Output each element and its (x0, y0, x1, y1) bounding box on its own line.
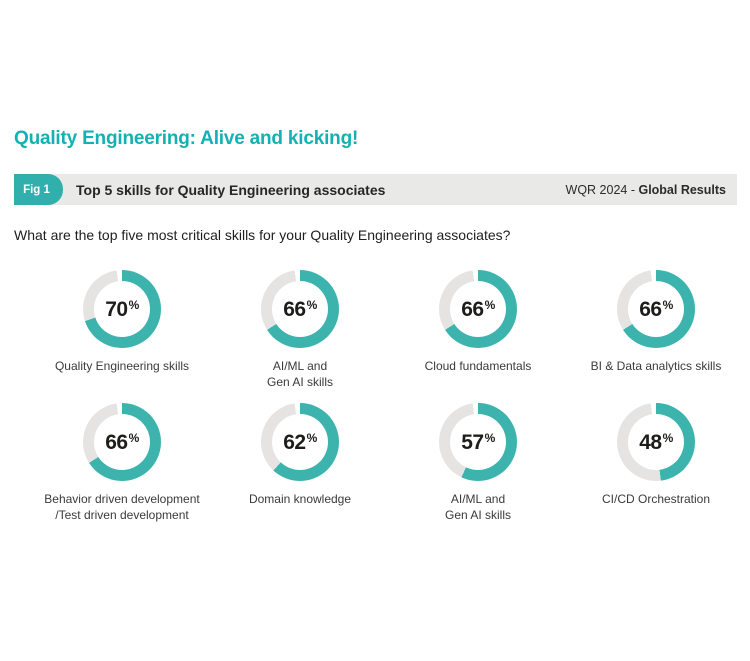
figure-header-bar: Fig 1 Top 5 skills for Quality Engineeri… (14, 174, 737, 205)
report-source-prefix: WQR 2024 - (565, 182, 639, 197)
donut-hole: 66% (272, 281, 328, 337)
donut-gauge: 62% (261, 403, 339, 482)
gauge-label: Domain knowledge (249, 492, 351, 508)
donut-gauge: 66% (261, 270, 339, 348)
gauge-value: 70% (105, 297, 140, 321)
donut-hole: 62% (272, 414, 328, 471)
report-source: WQR 2024 - Global Results (566, 183, 737, 197)
gauge-label-line: Cloud fundamentals (424, 359, 532, 373)
gauge-label-line: Domain knowledge (248, 492, 352, 507)
donut-gauge: 66% (439, 270, 517, 348)
gauge-label: Quality Engineering skills (55, 359, 189, 375)
gauge-grid: 70% Quality Engineering skills 66% AI/ML an… (33, 270, 745, 523)
figure-title: Top 5 skills for Quality Engineering ass… (76, 181, 386, 198)
percent-sign: % (484, 430, 496, 445)
gauge-label-line: AI/ML and (272, 359, 328, 373)
donut-gauge: 48% (617, 403, 695, 482)
report-source-scope: Global Results (638, 182, 726, 197)
gauge-cell: 66% Cloud fundamentals (389, 270, 567, 390)
gauge-value: 66% (283, 297, 318, 321)
donut-hole: 48% (628, 414, 684, 471)
donut-hole: 70% (94, 281, 150, 337)
gauge-cell: 57% AI/ML and Gen AI skills (389, 403, 567, 523)
gauge-value: 66% (105, 430, 140, 454)
gauge-label-line: BI & Data analytics skills (590, 359, 722, 373)
gauge-label-line: AI/ML and (450, 492, 506, 507)
gauge-label-line: /Test driven development (55, 507, 189, 522)
percent-sign: % (128, 297, 140, 312)
gauge-cell: 62% Domain knowledge (211, 403, 389, 523)
donut-hole: 66% (94, 414, 150, 471)
percent-sign: % (662, 297, 674, 312)
gauge-label: Behavior driven development/Test driven … (44, 492, 199, 523)
donut-hole: 66% (450, 281, 506, 337)
gauge-value: 48% (639, 430, 674, 454)
percent-sign: % (306, 430, 318, 445)
donut-gauge: 66% (617, 270, 695, 348)
gauge-cell: 66% Behavior driven development/Test driv… (33, 403, 211, 523)
gauge-value: 66% (639, 297, 674, 321)
survey-question: What are the top five most critical skil… (14, 227, 511, 243)
donut-gauge: 57% (439, 403, 517, 482)
percent-sign: % (306, 297, 318, 312)
donut-gauge: 70% (83, 270, 161, 348)
gauge-label-line: CI/CD Orchestration (601, 492, 711, 507)
donut-hole: 57% (450, 414, 506, 471)
percent-sign: % (484, 297, 496, 312)
gauge-label-line: Gen AI skills (266, 374, 334, 389)
donut-hole: 66% (628, 281, 684, 337)
gauge-cell: 48% CI/CD Orchestration (567, 403, 745, 523)
gauge-label-line: Behavior driven development (44, 492, 200, 507)
gauge-value: 57% (461, 430, 496, 454)
gauge-label-line: Quality Engineering skills (54, 359, 190, 373)
donut-gauge: 66% (83, 403, 161, 482)
gauge-cell: 66% AI/ML and Gen AI skills (211, 270, 389, 390)
gauge-label: BI & Data analytics skills (591, 359, 722, 375)
gauge-label: AI/ML and Gen AI skills (267, 359, 333, 390)
figure-number-badge: Fig 1 (14, 174, 63, 205)
percent-sign: % (128, 430, 140, 445)
gauge-cell: 70% Quality Engineering skills (33, 270, 211, 390)
gauge-label: AI/ML and Gen AI skills (445, 492, 511, 523)
gauge-value: 62% (283, 430, 318, 454)
gauge-label: Cloud fundamentals (425, 359, 532, 375)
gauge-value: 66% (461, 297, 496, 321)
page-title: Quality Engineering: Alive and kicking! (14, 128, 359, 149)
gauge-label-line: Gen AI skills (444, 507, 512, 522)
percent-sign: % (662, 430, 674, 445)
gauge-cell: 66% BI & Data analytics skills (567, 270, 745, 390)
gauge-label: CI/CD Orchestration (602, 492, 710, 508)
